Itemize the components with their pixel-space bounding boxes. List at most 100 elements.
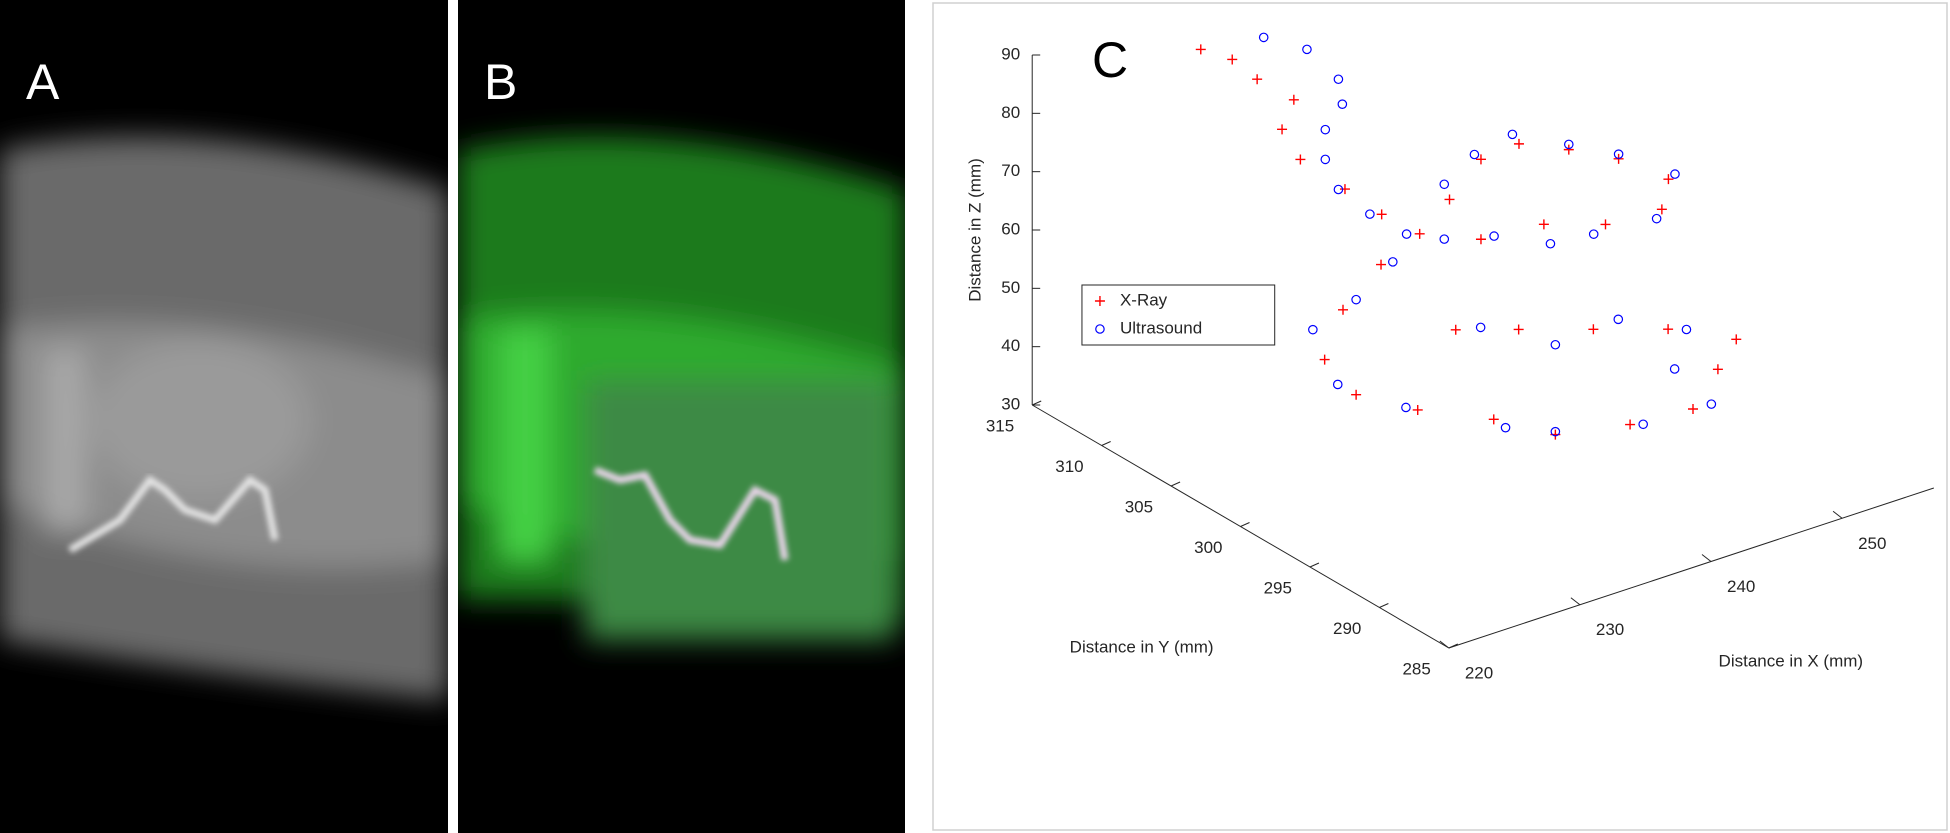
legend-box — [1081, 284, 1276, 346]
point — [1588, 229, 1599, 239]
z-tick-label: 60 — [1001, 219, 1020, 238]
z-tick-label: 70 — [1001, 161, 1020, 180]
point — [1663, 174, 1674, 185]
point — [1439, 179, 1450, 190]
z-tick-label: 30 — [1001, 394, 1020, 413]
point — [1339, 184, 1350, 195]
point — [1500, 422, 1511, 433]
point — [1376, 209, 1387, 220]
point — [1475, 322, 1486, 333]
point — [1401, 402, 1411, 413]
x-tick — [1832, 510, 1843, 519]
series — [1258, 32, 1717, 437]
series — [1195, 44, 1742, 440]
point — [1439, 234, 1450, 244]
y-tick-label: 300 — [1194, 538, 1222, 557]
point — [1550, 426, 1561, 437]
x-tick-label: 250 — [1858, 534, 1886, 553]
point — [1388, 257, 1398, 267]
y-tick — [1448, 643, 1459, 649]
point — [1712, 364, 1723, 375]
x-axis-label: Distance in X (mm) — [1719, 651, 1864, 670]
point — [1332, 379, 1343, 390]
panel-a-image — [0, 0, 448, 833]
point — [1288, 94, 1299, 105]
chart-title: C — [1092, 32, 1128, 88]
panel-label: A — [26, 54, 60, 110]
legend-marker — [1095, 324, 1105, 334]
point — [1731, 334, 1742, 345]
point — [1656, 204, 1667, 215]
point — [1670, 169, 1680, 179]
point — [1277, 124, 1288, 135]
y-tick — [1032, 400, 1042, 406]
legend-label: X-Ray — [1120, 290, 1168, 309]
panel-b-image — [458, 0, 905, 833]
point — [1320, 124, 1331, 135]
point — [1513, 138, 1524, 149]
point — [1651, 213, 1662, 224]
point — [1450, 324, 1461, 335]
point — [1338, 304, 1349, 315]
y-tick — [1101, 441, 1111, 446]
point — [1351, 389, 1362, 400]
point — [1688, 404, 1698, 415]
x-tick-label: 220 — [1465, 663, 1493, 682]
point — [1469, 149, 1480, 160]
point — [1625, 419, 1636, 430]
point — [1444, 194, 1455, 205]
point — [1563, 144, 1574, 155]
point — [1333, 74, 1344, 85]
point — [1507, 129, 1518, 140]
point — [1475, 154, 1486, 165]
point — [1333, 184, 1344, 195]
point — [1337, 99, 1348, 110]
x-tick — [1439, 640, 1450, 649]
point — [1638, 419, 1648, 430]
z-tick-label: 90 — [1001, 44, 1020, 63]
point — [1258, 32, 1269, 43]
point — [1320, 154, 1331, 165]
point — [1489, 231, 1499, 241]
point — [1401, 229, 1412, 239]
point — [1365, 209, 1375, 219]
y-axis-label: Distance in Y (mm) — [1070, 637, 1214, 656]
point — [1706, 399, 1717, 409]
point — [1227, 54, 1238, 65]
point — [1663, 324, 1674, 335]
point — [1376, 259, 1387, 270]
point — [1295, 154, 1306, 165]
legend-marker — [1094, 296, 1105, 306]
point — [1351, 294, 1361, 305]
point — [1669, 364, 1680, 374]
y-tick-label: 285 — [1402, 659, 1430, 678]
point — [1252, 74, 1263, 85]
point — [1613, 149, 1624, 159]
point — [1550, 339, 1561, 350]
y-tick — [1379, 603, 1389, 608]
y-tick-label: 310 — [1055, 457, 1083, 476]
panel-c-frame — [932, 2, 1948, 831]
y-tick-label: 295 — [1264, 578, 1292, 597]
point — [1545, 238, 1556, 249]
z-axis-label: Distance in Z (mm) — [966, 158, 985, 302]
x-tick-label: 240 — [1727, 577, 1755, 596]
point — [1588, 324, 1599, 335]
point — [1414, 228, 1425, 239]
point — [1319, 354, 1330, 365]
panel-label: B — [484, 54, 517, 110]
point — [1412, 404, 1423, 415]
y-tick — [1170, 481, 1181, 487]
z-tick-label: 80 — [1001, 103, 1020, 122]
point — [1681, 324, 1692, 335]
y-tick-label: 315 — [986, 416, 1014, 435]
point — [1302, 44, 1312, 55]
point — [1538, 219, 1549, 230]
point — [1195, 44, 1206, 55]
x-tick — [1570, 597, 1581, 606]
y-tick — [1309, 562, 1320, 568]
y-tick-label: 305 — [1125, 497, 1153, 516]
z-tick-label: 40 — [1001, 336, 1020, 355]
